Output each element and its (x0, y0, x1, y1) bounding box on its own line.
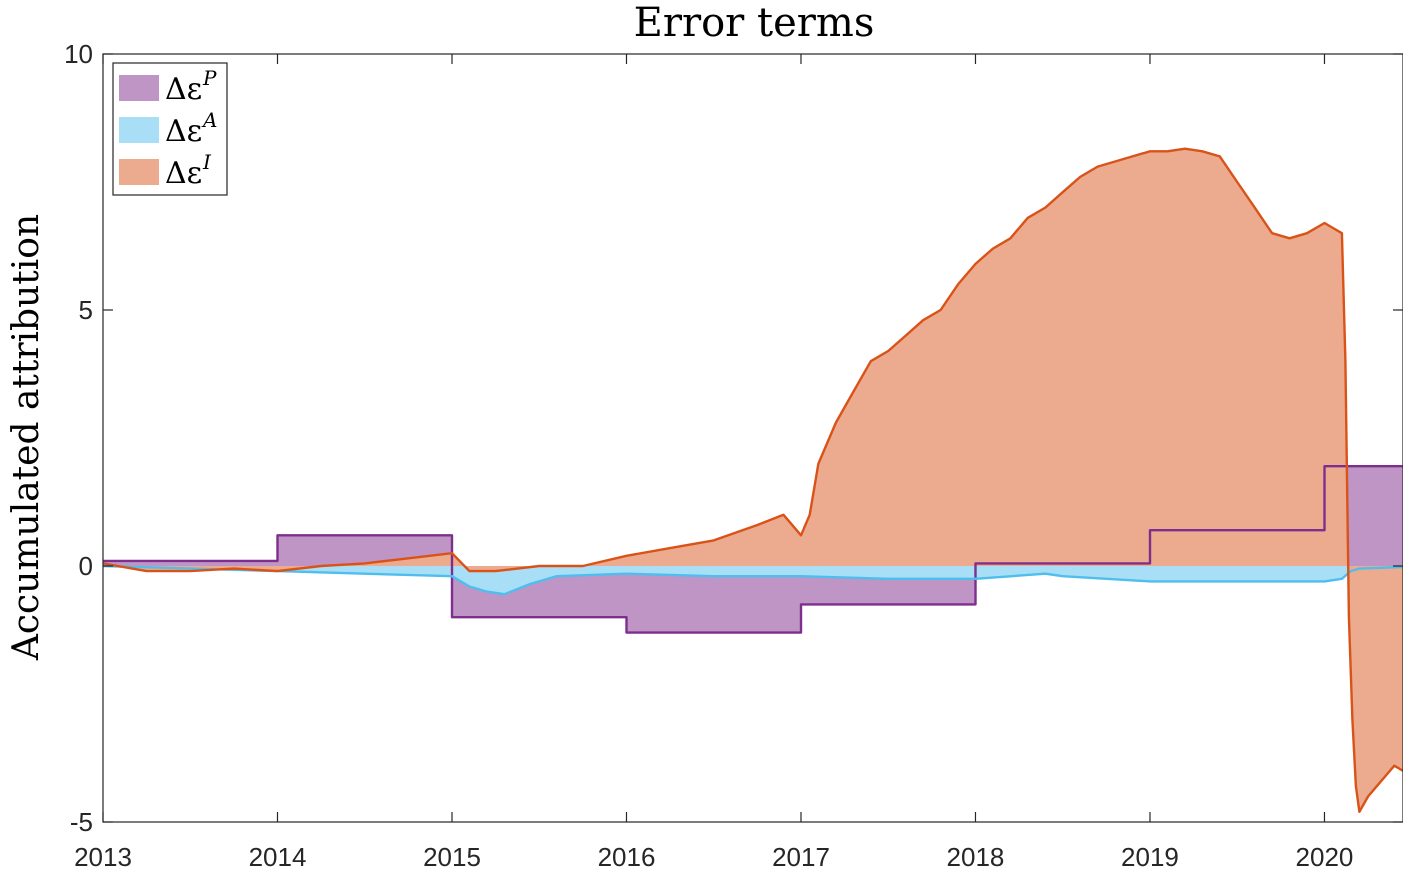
series-line-i (102, 147, 1403, 813)
legend-label-superscript: A (201, 108, 217, 132)
y-tick-label: -5 (70, 807, 93, 837)
legend-label: Δε (165, 72, 202, 107)
x-tick-label: 2020 (1296, 842, 1354, 872)
series-fill-a (103, 566, 1403, 595)
x-tick-label: 2019 (1121, 842, 1179, 872)
series-fill-i (103, 148, 1403, 812)
series-line-a (102, 564, 1403, 596)
legend-swatch (119, 159, 159, 185)
series-fill-p (103, 466, 1403, 633)
series-fills (103, 148, 1403, 812)
legend-label: Δε (165, 114, 202, 149)
x-tick-label: 2016 (598, 842, 656, 872)
x-tick-label: 2014 (249, 842, 307, 872)
x-tick-label: 2018 (947, 842, 1005, 872)
y-axis-label: Accumulated attribution (6, 214, 47, 661)
plot-area: -5 0 5 10 2013 2014 2015 2016 2017 2018 2019 2020 (64, 39, 1403, 872)
y-axis: -5 0 5 10 (64, 39, 1403, 837)
chart-title: Error terms (634, 0, 875, 46)
x-tick-label: 2013 (74, 842, 132, 872)
legend-label: Δε (165, 156, 202, 191)
x-axis: 2013 2014 2015 2016 2017 2018 2019 2020 (74, 54, 1353, 872)
series-line-p (103, 465, 1403, 634)
series-lines (102, 147, 1403, 813)
legend: Δε PΔε AΔε I (112, 62, 228, 196)
x-tick-label: 2015 (423, 842, 481, 872)
y-tick-label: 10 (64, 39, 93, 69)
legend-swatch (119, 117, 159, 143)
legend-swatch (119, 75, 159, 101)
y-tick-label: 5 (79, 295, 93, 325)
legend-label-superscript: P (202, 66, 217, 90)
y-tick-label: 0 (79, 551, 93, 581)
axes-frame (102, 53, 1403, 823)
x-tick-label: 2017 (772, 842, 830, 872)
legend-label-superscript: I (202, 150, 212, 174)
